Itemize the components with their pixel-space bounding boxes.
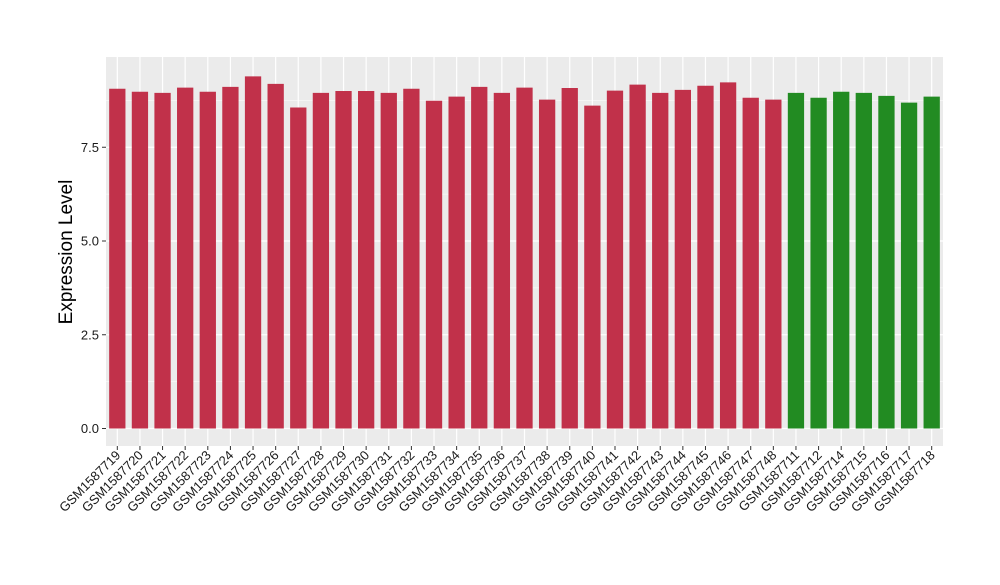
bar-GSM1587714 [833, 91, 850, 429]
y-tick-label: 5.0 [81, 234, 99, 249]
bar-GSM1587733 [425, 100, 443, 429]
bar-GSM1587729 [335, 91, 352, 429]
y-tick-label: 2.5 [81, 327, 99, 342]
bar-GSM1587740 [584, 105, 601, 429]
bar-GSM1587723 [199, 91, 216, 429]
bar-GSM1587730 [358, 91, 375, 429]
bar-GSM1587726 [267, 83, 284, 429]
bar-GSM1587722 [177, 87, 194, 429]
y-axis-title: Expression Level [56, 180, 77, 325]
bar-GSM1587719 [109, 88, 126, 429]
bar-GSM1587728 [312, 92, 330, 429]
bar-GSM1587716 [878, 95, 895, 429]
bar-GSM1587736 [493, 92, 511, 429]
bar-GSM1587721 [154, 92, 171, 429]
bar-GSM1587745 [697, 85, 714, 429]
bar-GSM1587720 [131, 91, 149, 429]
bar-GSM1587724 [222, 86, 239, 429]
bar-GSM1587737 [516, 87, 533, 429]
bar-GSM1587715 [855, 92, 872, 429]
bar-GSM1587731 [380, 92, 397, 429]
y-tick-label: 0.0 [81, 421, 99, 436]
bar-GSM1587718 [923, 96, 940, 429]
bar-GSM1587712 [810, 97, 827, 429]
x-axis: GSM1587719GSM1587720GSM1587721GSM1587722… [56, 446, 938, 515]
bar-GSM1587732 [403, 88, 420, 429]
bar-GSM1587743 [652, 92, 669, 429]
bar-GSM1587717 [900, 102, 918, 429]
bar-GSM1587725 [244, 76, 262, 429]
bar-GSM1587742 [629, 84, 646, 429]
y-axis: 0.0 2.5 5.0 7.5 [81, 140, 106, 436]
bar-GSM1587738 [538, 99, 556, 429]
bar-GSM1587739 [561, 88, 578, 429]
bar-GSM1587734 [448, 96, 465, 429]
bar-GSM1587744 [674, 89, 691, 429]
bar-GSM1587741 [606, 90, 624, 429]
bar-GSM1587748 [765, 99, 782, 429]
bar-GSM1587727 [290, 107, 307, 429]
bar-GSM1587711 [787, 92, 805, 429]
y-tick-label: 7.5 [81, 140, 99, 155]
bar-GSM1587735 [471, 86, 488, 429]
bar-GSM1587747 [742, 97, 759, 429]
bars [109, 76, 940, 429]
bar-GSM1587746 [719, 82, 737, 429]
